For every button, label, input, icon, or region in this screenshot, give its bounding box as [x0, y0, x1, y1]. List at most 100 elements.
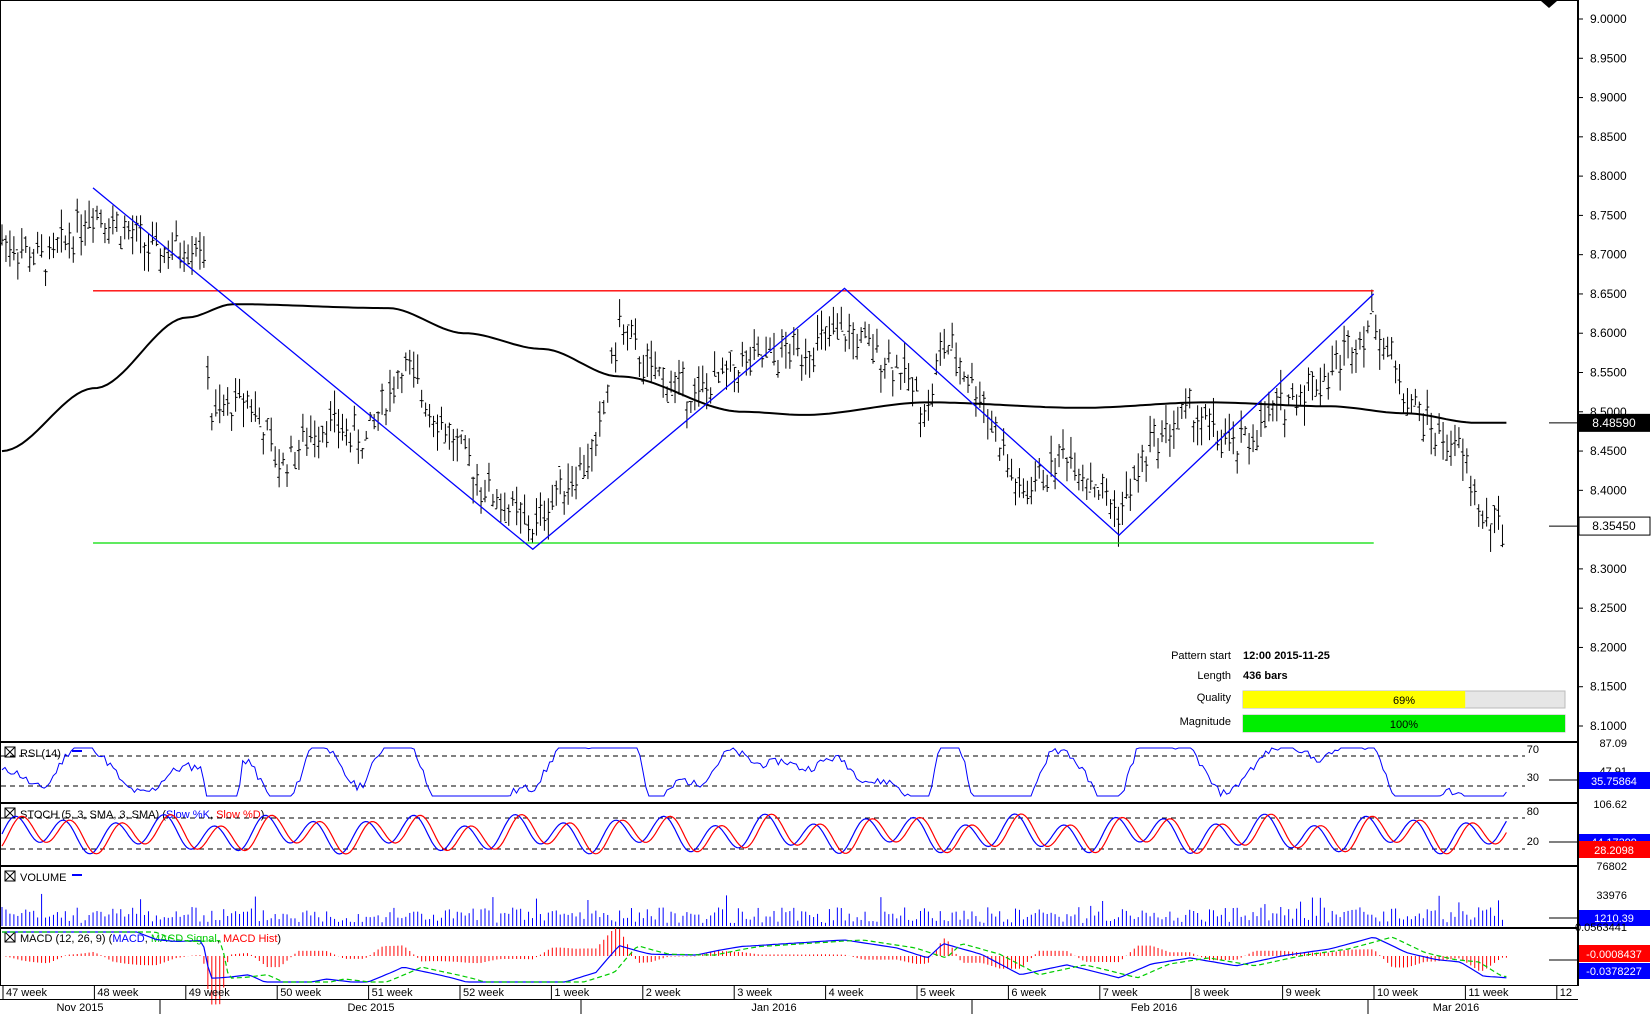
price-bar [423, 402, 428, 417]
price-bar [562, 491, 567, 515]
price-tick-label: 8.1500 [1590, 680, 1627, 694]
last-price-value: 8.35450 [1592, 519, 1636, 533]
macd-scale-top: 0.0563441 [1575, 922, 1627, 934]
rsi-level-70-label: 70 [1527, 744, 1539, 756]
price-bar [201, 236, 206, 268]
price-bar [1076, 468, 1081, 491]
volume-indicator: VOLUME 76802 33976 1210.39 [1, 861, 1650, 926]
price-bar [1247, 433, 1252, 465]
price-bar [954, 342, 959, 377]
price-bar [39, 234, 44, 258]
price-bar [728, 350, 733, 372]
price-bar [1365, 320, 1370, 334]
price-bar [1445, 434, 1450, 461]
price-bar [863, 321, 868, 339]
price-bar [1326, 372, 1331, 400]
price-bar [59, 209, 64, 253]
price-bar [1211, 397, 1216, 437]
price-bar [653, 351, 658, 380]
price-bar [914, 376, 919, 392]
price-bar [878, 364, 883, 393]
price-bar [380, 383, 385, 415]
price-bar [902, 342, 907, 384]
price-bar [867, 323, 872, 347]
price-bar [67, 222, 72, 259]
price-bar [292, 451, 297, 470]
price-bar [217, 384, 222, 424]
week-label: 3 week [737, 987, 772, 999]
price-tick-label: 8.5500 [1590, 366, 1627, 380]
price-bar [558, 466, 563, 495]
price-bar [1266, 391, 1271, 422]
price-bar [847, 313, 852, 350]
price-bar [613, 342, 618, 373]
price-bar [1041, 469, 1046, 491]
price-bar [827, 316, 832, 347]
price-bar [839, 306, 844, 332]
price-bar [958, 357, 963, 385]
price-bar [791, 327, 796, 356]
price-bar [1385, 336, 1390, 358]
price-bar [253, 391, 258, 422]
stoch-d-label: Slow %D [216, 809, 261, 821]
price-bar [296, 439, 301, 470]
price-bar [657, 366, 662, 377]
price-bar [894, 354, 899, 369]
price-bar [1156, 438, 1161, 469]
price-bar [1061, 429, 1066, 459]
price-bar [506, 504, 511, 526]
stoch-k-line [1, 813, 1507, 855]
price-bar [950, 322, 955, 351]
price-bar [530, 528, 535, 543]
price-bar [1488, 523, 1493, 552]
price-bar [1037, 458, 1042, 479]
price-bar [621, 324, 626, 345]
price-bar [324, 421, 329, 448]
price-bar [415, 354, 420, 384]
price-bar [47, 236, 52, 260]
week-label: 52 week [463, 987, 504, 999]
price-bar [233, 378, 238, 412]
price-bar [1278, 369, 1283, 411]
price-bar [150, 221, 155, 245]
price-bar [285, 464, 290, 487]
price-bar [779, 329, 784, 358]
price-bar [752, 329, 757, 360]
price-bar [467, 438, 472, 467]
price-bar [973, 386, 978, 417]
price-bar [859, 327, 864, 344]
price-bar [1005, 454, 1010, 478]
week-label: 10 week [1377, 987, 1418, 999]
price-bar [1330, 345, 1335, 376]
price-bar [962, 371, 967, 382]
price-bar [360, 447, 365, 459]
price-bar [1322, 363, 1327, 382]
price-bar [205, 355, 210, 390]
price-bar [938, 332, 943, 366]
price-bar [870, 334, 875, 364]
pattern-length-label: Length [1197, 670, 1231, 682]
price-tick-label: 8.7500 [1590, 208, 1627, 222]
macd-line [2, 931, 1507, 983]
week-label: 8 week [1194, 987, 1229, 999]
price-bar [1045, 474, 1050, 492]
stoch-panel [0, 803, 1578, 866]
stoch-d-line [1, 813, 1507, 855]
price-bar [372, 414, 377, 430]
price-bar [969, 362, 974, 384]
price-bar [716, 371, 721, 384]
price-bar [463, 435, 468, 450]
scroll-marker-icon[interactable] [1541, 1, 1557, 8]
price-bar [1290, 383, 1295, 400]
price-bar [617, 299, 622, 328]
price-bar [775, 359, 780, 378]
price-bar [1021, 478, 1026, 499]
volume-title: VOLUME [20, 872, 66, 884]
price-bar [1148, 415, 1153, 453]
week-label: 9 week [1286, 987, 1321, 999]
price-bar [320, 425, 325, 443]
price-bar [182, 240, 187, 272]
week-label: 47 week [6, 987, 47, 999]
price-bar [395, 370, 400, 389]
price-bar [1128, 478, 1133, 511]
